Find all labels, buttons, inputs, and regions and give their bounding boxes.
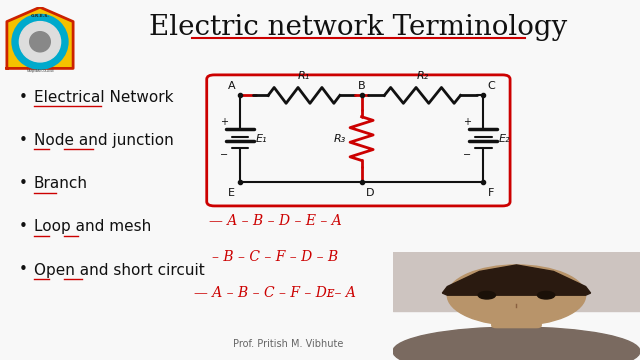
Circle shape — [29, 32, 51, 52]
Text: Open and short circuit: Open and short circuit — [34, 262, 205, 278]
Text: Prof. Pritish M. Vibhute: Prof. Pritish M. Vibhute — [233, 339, 343, 349]
Text: — A – B – C – F – Dᴇ– A: — A – B – C – F – Dᴇ– A — [195, 287, 356, 300]
Circle shape — [447, 265, 586, 325]
FancyBboxPatch shape — [492, 304, 541, 328]
Text: −: − — [463, 150, 471, 160]
Text: −: − — [220, 150, 228, 160]
Text: – B – C – F – D – B: – B – C – F – D – B — [212, 251, 339, 264]
Circle shape — [538, 292, 555, 299]
Text: A: A — [228, 81, 236, 91]
Text: •: • — [19, 133, 28, 148]
Text: R₃: R₃ — [333, 134, 346, 144]
Text: E₂: E₂ — [499, 134, 511, 144]
Text: B: B — [358, 81, 365, 91]
Text: Branch: Branch — [34, 176, 88, 191]
Text: •: • — [19, 176, 28, 191]
Text: G.R.E.S.: G.R.E.S. — [31, 14, 49, 18]
Polygon shape — [7, 7, 73, 68]
Text: C: C — [488, 81, 495, 91]
Text: SANJIVANI COLLEGE: SANJIVANI COLLEGE — [26, 68, 54, 73]
Text: +: + — [220, 117, 228, 127]
Text: •: • — [19, 90, 28, 105]
Ellipse shape — [393, 327, 640, 360]
Polygon shape — [442, 265, 591, 295]
Text: E₁: E₁ — [256, 134, 268, 144]
Circle shape — [478, 292, 495, 299]
Text: D: D — [365, 189, 374, 198]
Text: Loop and mesh: Loop and mesh — [34, 219, 151, 234]
Text: Electrical Network: Electrical Network — [34, 90, 173, 105]
Text: — A – B – D – E – A: — A – B – D – E – A — [209, 215, 342, 228]
Text: R₁: R₁ — [298, 71, 310, 81]
Text: •: • — [19, 262, 28, 278]
Circle shape — [12, 14, 68, 69]
Circle shape — [19, 22, 61, 62]
Text: E: E — [228, 189, 235, 198]
Text: Electric network Terminology: Electric network Terminology — [149, 14, 568, 41]
Text: R₂: R₂ — [416, 71, 429, 81]
Text: +: + — [463, 117, 471, 127]
Text: Node and junction: Node and junction — [34, 133, 173, 148]
Text: •: • — [19, 219, 28, 234]
Text: F: F — [488, 189, 495, 198]
